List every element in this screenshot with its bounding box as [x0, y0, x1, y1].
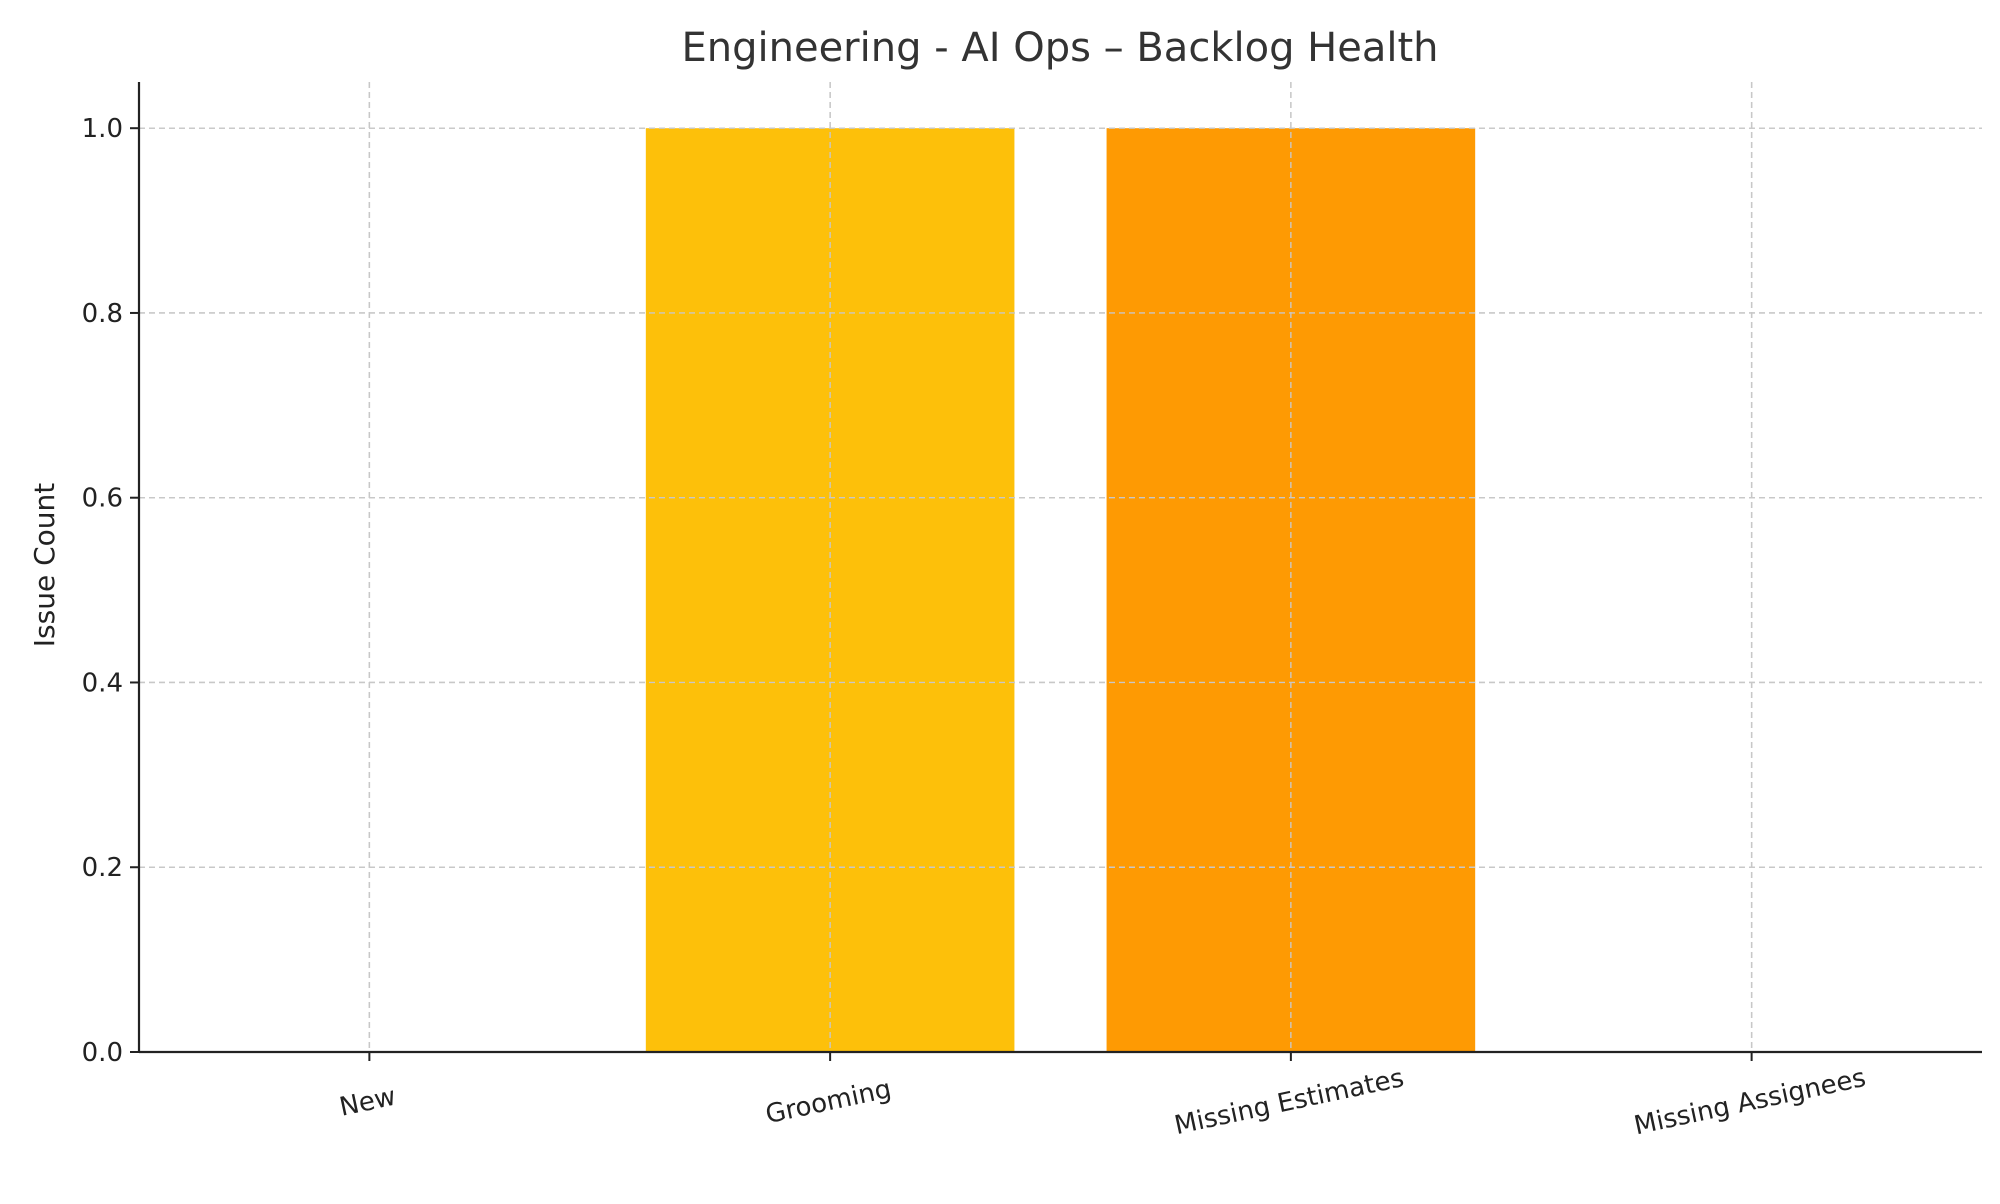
x-tick-layer: New Grooming Missing Estimates Missing Assi…	[337, 1052, 1868, 1141]
x-tick-label: Missing Assignees	[1631, 1063, 1868, 1141]
y-tick-layer: 0.0 0.2 0.4 0.6 0.8 1.0	[82, 114, 139, 1068]
x-tick-label: Missing Estimates	[1172, 1063, 1407, 1141]
chart-title: Engineering - AI Ops – Backlog Health	[681, 25, 1438, 71]
y-tick-label: 0.4	[82, 668, 123, 698]
y-tick-label: 1.0	[82, 114, 123, 144]
y-tick-label: 0.0	[82, 1038, 123, 1068]
axis-layer	[137, 82, 1982, 1054]
bar-layer	[139, 82, 1982, 1052]
grid-layer	[139, 82, 1982, 1053]
x-tick-label: New	[337, 1082, 399, 1123]
y-axis-label: Issue Count	[28, 483, 61, 647]
y-tick-label: 0.2	[82, 853, 123, 883]
y-tick-label: 0.8	[82, 299, 123, 329]
x-tick-label: Grooming	[763, 1074, 894, 1130]
y-tick-label: 0.6	[82, 484, 123, 514]
